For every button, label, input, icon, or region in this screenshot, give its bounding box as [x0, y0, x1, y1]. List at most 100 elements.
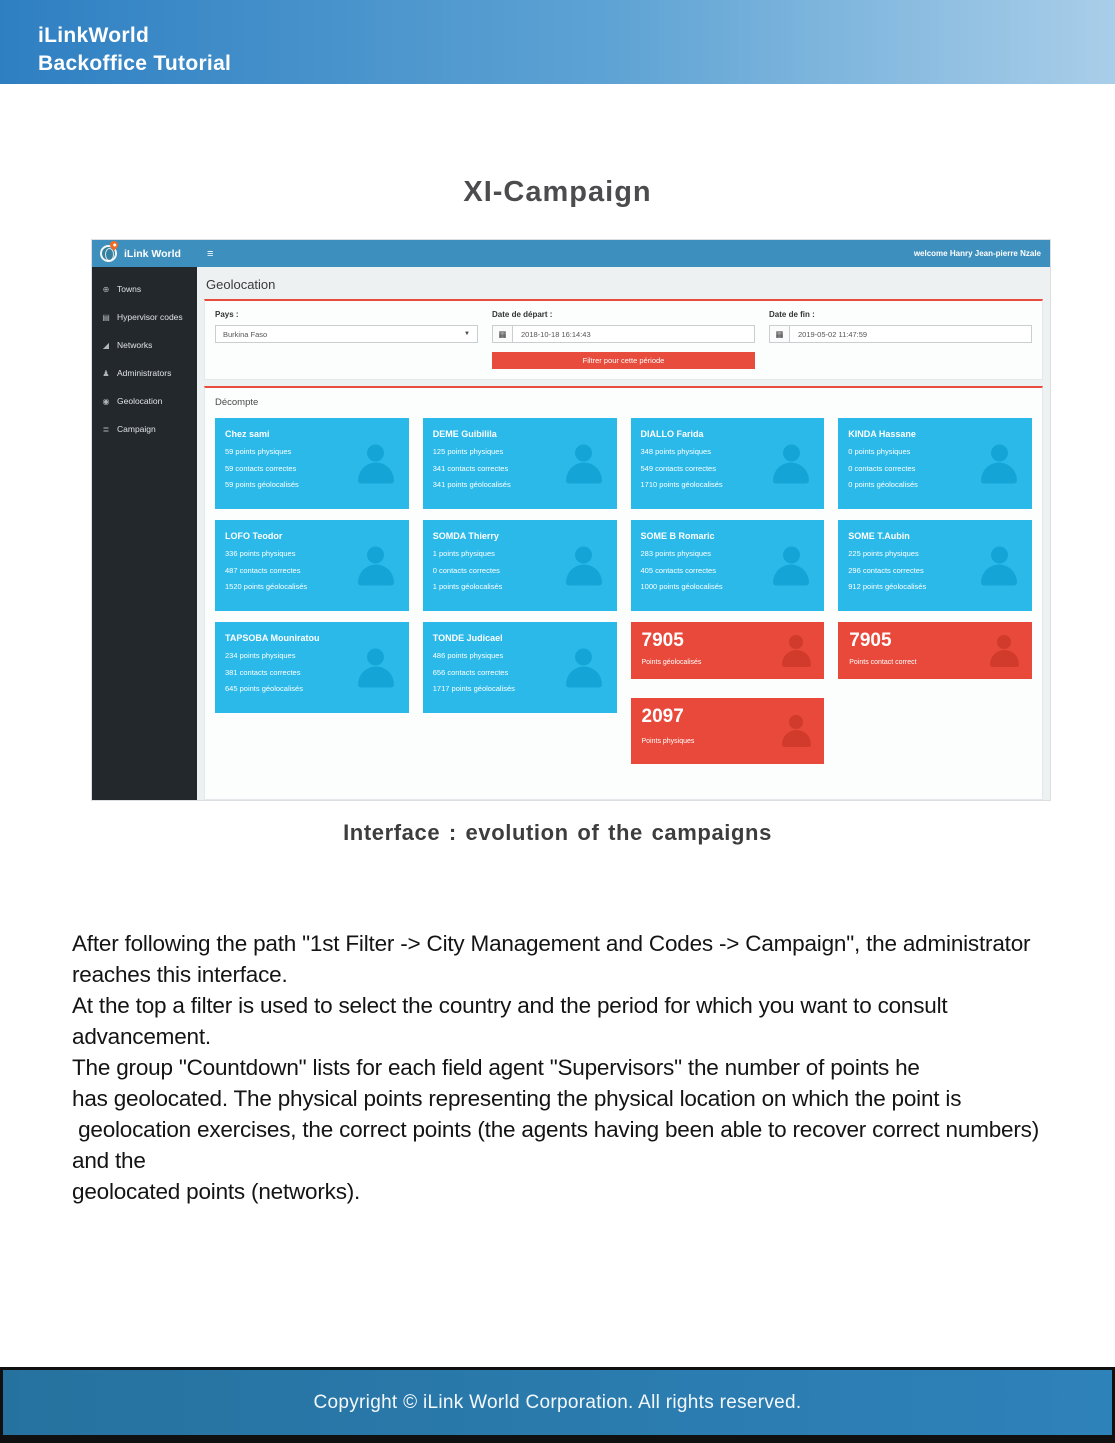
- body-text: After following the path "1st Filter -> …: [72, 928, 1062, 1207]
- agent-points-physical: 1 points physiques: [432, 549, 495, 558]
- chevron-down-icon: ▼: [464, 331, 470, 337]
- agent-card: SOME T.Aubin 225 points physiques 296 co…: [838, 520, 1032, 611]
- country-label: Pays :: [215, 310, 239, 319]
- total-card: 2097 Points physiques: [630, 698, 825, 764]
- app-logo-icon: [100, 239, 120, 262]
- sidebar-item[interactable]: ≣ Campaign: [92, 415, 197, 443]
- sidebar-item[interactable]: ♟ Administrators: [92, 359, 197, 387]
- agent-card: TAPSOBA Mouniratou 234 points physiques …: [215, 622, 409, 713]
- agent-contacts-correct: 549 contacts correctes: [640, 463, 716, 473]
- agent-name: SOME B Romaric: [640, 531, 715, 541]
- sidebar-item-label: Towns: [117, 284, 142, 294]
- agent-points-geolocated: 1 points géolocalisés: [432, 582, 503, 591]
- agent-contacts-correct: 59 contacts correctes: [225, 463, 297, 473]
- agent-points-physical: 348 points physiques: [640, 447, 711, 456]
- agent-points-geolocated: 0 points géolocalisés: [848, 480, 918, 489]
- agent-contacts-correct: 296 contacts correctes: [848, 565, 924, 575]
- agent-points-geolocated: 59 points géolocalisés: [225, 480, 299, 489]
- total-label: Points contact correct: [849, 659, 917, 666]
- campaign-icon: ≣: [102, 424, 110, 434]
- sidebar-item[interactable]: ◢ Networks: [92, 331, 197, 359]
- agent-card: Chez sami 59 points physiques 59 contact…: [215, 418, 409, 509]
- app-topbar: iLink World ≡ welcome Hanry Jean-pierre …: [92, 239, 1050, 267]
- end-date-filter: Date de fin : ▦ 2019-05-02 11:47:59: [769, 310, 1032, 343]
- agent-card: LOFO Teodor 336 points physiques 487 con…: [215, 520, 409, 611]
- agent-card: KINDA Hassane 0 points physiques 0 conta…: [838, 418, 1032, 509]
- total-label: Points physiques: [641, 738, 695, 745]
- agent-cards-grid: Chez sami 59 points physiques 59 contact…: [215, 418, 1032, 790]
- sidebar-item[interactable]: ⊕ Towns: [92, 275, 197, 303]
- brand-line-2: Backoffice Tutorial: [38, 52, 232, 75]
- total-label: Points géolocalisés: [641, 659, 702, 666]
- app-brand: iLink World: [92, 239, 197, 262]
- app-main: Geolocation Pays : Burkina Faso ▼ Date d…: [197, 267, 1050, 800]
- agent-points-physical: 486 points physiques: [432, 651, 504, 660]
- country-select[interactable]: Burkina Faso ▼: [215, 325, 478, 343]
- sidebar-item-label: Administrators: [117, 368, 172, 378]
- end-date-input[interactable]: ▦ 2019-05-02 11:47:59: [769, 325, 1032, 343]
- agent-points-physical: 0 points physiques: [848, 447, 911, 456]
- sidebar-item-label: Campaign: [117, 424, 156, 434]
- start-date-input[interactable]: ▦ 2018-10-18 16:14:43: [492, 325, 755, 343]
- body-text-line: advancement.: [72, 1024, 211, 1049]
- countdown-title: Décompte: [215, 397, 259, 408]
- agent-points-physical: 336 points physiques: [225, 549, 296, 558]
- agent-points-physical: 125 points physiques: [432, 447, 504, 456]
- agent-points-geolocated: 341 points géolocalisés: [432, 480, 511, 489]
- user-icon: ♟: [102, 368, 110, 378]
- agent-contacts-correct: 0 contacts correctes: [432, 565, 500, 575]
- person-silhouette-icon: [771, 444, 811, 483]
- agent-contacts-correct: 341 contacts correctes: [432, 463, 509, 473]
- person-silhouette-icon: [356, 546, 396, 585]
- geolocation-heading: Geolocation: [206, 277, 276, 292]
- sidebar-item[interactable]: ▤ Hypervisor codes: [92, 303, 197, 331]
- pin-icon: ◉: [102, 396, 110, 406]
- agent-points-physical: 59 points physiques: [225, 447, 292, 456]
- agent-points-geolocated: 645 points géolocalisés: [225, 684, 303, 693]
- body-text-line: geolocation exercises, the correct point…: [72, 1117, 1046, 1173]
- agent-name: SOME T.Aubin: [848, 531, 910, 541]
- filter-period-button[interactable]: Filtrer pour cette période: [492, 352, 755, 369]
- total-card: 7905 Points géolocalisés: [630, 622, 825, 679]
- agent-contacts-correct: 405 contacts correctes: [640, 565, 716, 575]
- map-pin-icon: [108, 239, 120, 251]
- agent-card: DEME Guibilila 125 points physiques 341 …: [422, 418, 617, 509]
- agent-card: SOMDA Thierry 1 points physiques 0 conta…: [422, 520, 617, 611]
- body-text-line: At the top a filter is used to select th…: [72, 993, 948, 1018]
- agent-name: TAPSOBA Mouniratou: [225, 633, 320, 643]
- app-screenshot: iLink World ≡ welcome Hanry Jean-pierre …: [92, 239, 1050, 800]
- body-text-line: The group "Countdown" lists for each fie…: [72, 1055, 920, 1080]
- sidebar-item[interactable]: ◉ Geolocation: [92, 387, 197, 415]
- welcome-user-label: welcome Hanry Jean-pierre Nzale: [913, 249, 1041, 258]
- agent-points-physical: 234 points physiques: [225, 651, 296, 660]
- globe-icon: ⊕: [102, 284, 110, 294]
- agent-points-physical: 225 points physiques: [848, 549, 919, 558]
- end-date-value: 2019-05-02 11:47:59: [798, 329, 868, 339]
- person-silhouette-icon: [771, 546, 811, 585]
- agent-points-physical: 283 points physiques: [640, 549, 711, 558]
- sidebar-item-label: Networks: [117, 340, 153, 350]
- agent-card: DIALLO Farida 348 points physiques 549 c…: [630, 418, 825, 509]
- agent-name: DIALLO Farida: [640, 429, 704, 439]
- person-silhouette-icon: [979, 444, 1019, 483]
- agent-points-geolocated: 1000 points géolocalisés: [640, 582, 723, 591]
- person-silhouette-icon: [564, 648, 604, 687]
- copyright-text: Copyright © iLink World Corporation. All…: [313, 1391, 802, 1413]
- agent-name: Chez sami: [225, 429, 270, 439]
- country-filter: Pays : Burkina Faso ▼: [215, 310, 478, 343]
- agent-points-geolocated: 1520 points géolocalisés: [225, 582, 308, 591]
- document-footer: Copyright © iLink World Corporation. All…: [0, 1367, 1115, 1443]
- body-text-line: has geolocated. The physical points repr…: [72, 1086, 962, 1111]
- brand-line-1: iLinkWorld: [38, 24, 150, 47]
- hamburger-icon[interactable]: ≡: [207, 247, 214, 260]
- agent-contacts-correct: 487 contacts correctes: [225, 565, 301, 575]
- person-silhouette-icon: [780, 634, 812, 667]
- agent-name: DEME Guibilila: [432, 429, 497, 439]
- person-silhouette-icon: [780, 715, 812, 747]
- total-value: 2097: [641, 706, 684, 727]
- total-value: 7905: [641, 630, 684, 651]
- agent-name: SOMDA Thierry: [432, 531, 499, 541]
- screenshot-caption: Interface : evolution of the campaigns: [343, 820, 772, 845]
- filter-panel: Pays : Burkina Faso ▼ Date de départ : ▦…: [204, 299, 1043, 380]
- agent-name: LOFO Teodor: [225, 531, 283, 541]
